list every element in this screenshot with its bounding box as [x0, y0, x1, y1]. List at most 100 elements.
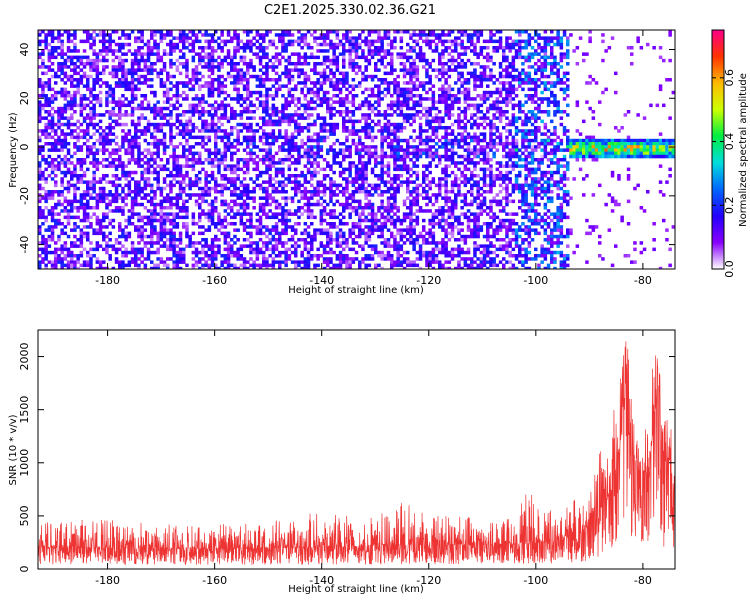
heatmap-cell	[233, 33, 237, 37]
heatmap-cell	[348, 174, 352, 178]
heatmap-cell	[585, 142, 589, 146]
heatmap-cell	[146, 106, 151, 111]
heatmap-cell	[463, 78, 468, 82]
heatmap-cell	[441, 97, 445, 101]
heatmap-cell	[249, 94, 253, 98]
heatmap-cell	[665, 180, 669, 184]
heatmap-cell	[514, 177, 519, 181]
heatmap-cell	[130, 68, 135, 72]
heatmap-cell	[111, 87, 116, 92]
heatmap-cell	[105, 100, 109, 104]
heatmap-cell	[44, 177, 48, 181]
heatmap-cell	[438, 177, 442, 181]
heatmap-cell	[137, 183, 141, 188]
heatmap-cell	[326, 174, 330, 178]
heatmap-cell	[191, 154, 196, 159]
heatmap-cell	[290, 68, 295, 72]
heatmap-cell	[50, 39, 55, 44]
heatmap-cell	[367, 132, 372, 136]
heatmap-cell	[332, 84, 336, 88]
heatmap-cell	[233, 84, 237, 88]
heatmap-cell	[111, 110, 116, 114]
heatmap-cell	[614, 138, 618, 143]
heatmap-cell	[588, 81, 592, 85]
heatmap-cell	[537, 129, 541, 133]
heatmap-cell	[476, 148, 480, 152]
heatmap-cell	[377, 154, 381, 159]
heatmap-cell	[146, 58, 151, 63]
heatmap-cell	[73, 170, 77, 175]
heatmap-cell	[438, 87, 442, 92]
heatmap-cell	[76, 49, 80, 53]
heatmap-cell	[578, 154, 583, 159]
heatmap-cell	[47, 174, 52, 178]
heatmap-cell	[409, 135, 413, 140]
heatmap-cell	[57, 33, 61, 37]
heatmap-cell	[367, 129, 372, 133]
heatmap-cell	[351, 68, 356, 72]
heatmap-cell	[322, 71, 327, 76]
heatmap-cell	[297, 68, 301, 72]
heatmap-cell	[134, 87, 138, 92]
heatmap-cell	[502, 49, 506, 53]
heatmap-cell	[338, 161, 343, 165]
heatmap-cell	[233, 170, 237, 175]
heatmap-cell	[578, 132, 583, 136]
heatmap-cell	[134, 68, 138, 72]
heatmap-cell	[255, 106, 260, 111]
heatmap-cell	[489, 158, 493, 162]
heatmap-cell	[233, 62, 237, 66]
heatmap-cell	[332, 81, 336, 85]
heatmap-cell	[114, 148, 119, 152]
heatmap-cell	[534, 52, 538, 56]
heatmap-cell	[137, 180, 141, 184]
heatmap-cell	[210, 158, 215, 162]
heatmap-cell	[332, 49, 336, 53]
heatmap-cell	[175, 46, 180, 50]
heatmap-cell	[201, 58, 205, 63]
heatmap-cell	[246, 151, 250, 156]
heatmap-cell	[601, 58, 605, 63]
heatmap-cell	[255, 167, 260, 172]
heatmap-cell	[399, 110, 404, 114]
heatmap-cell	[492, 122, 496, 127]
heatmap-cell	[63, 154, 68, 159]
heatmap-cell	[633, 186, 637, 191]
heatmap-cell	[121, 186, 125, 191]
heatmap-cell	[358, 170, 362, 175]
heatmap-cell	[162, 167, 167, 172]
heatmap-cell	[348, 84, 352, 88]
heatmap-cell	[508, 158, 512, 162]
heatmap-cell	[316, 42, 320, 47]
heatmap-cell	[310, 46, 314, 50]
heatmap-cell	[73, 151, 77, 156]
heatmap-cell	[521, 164, 525, 168]
heatmap-cell	[38, 30, 42, 34]
heatmap-cell	[380, 177, 384, 181]
heatmap-cell	[194, 74, 199, 79]
heatmap-cell	[284, 158, 288, 162]
heatmap-cell	[98, 58, 103, 63]
heatmap-cell	[204, 183, 208, 188]
heatmap-cell	[118, 183, 122, 188]
heatmap-cell	[473, 62, 477, 66]
heatmap-cell	[457, 126, 461, 130]
heatmap-cell	[425, 167, 429, 172]
heatmap-cell	[489, 55, 493, 60]
heatmap-cell	[412, 62, 416, 66]
heatmap-cell	[447, 65, 452, 69]
heatmap-cell	[482, 138, 487, 143]
heatmap-cell	[412, 71, 416, 76]
heatmap-cell	[476, 135, 480, 140]
heatmap-cell	[386, 103, 391, 108]
heatmap-cell	[562, 132, 567, 136]
heatmap-cell	[412, 170, 416, 175]
heatmap-cell	[649, 154, 653, 159]
heatmap-cell	[102, 113, 106, 117]
heatmap-cell	[201, 119, 205, 124]
heatmap-cell	[367, 183, 372, 188]
heatmap-cell	[150, 122, 154, 127]
heatmap-cell	[466, 142, 471, 146]
heatmap-cell	[194, 33, 199, 37]
heatmap-cell	[575, 103, 580, 108]
